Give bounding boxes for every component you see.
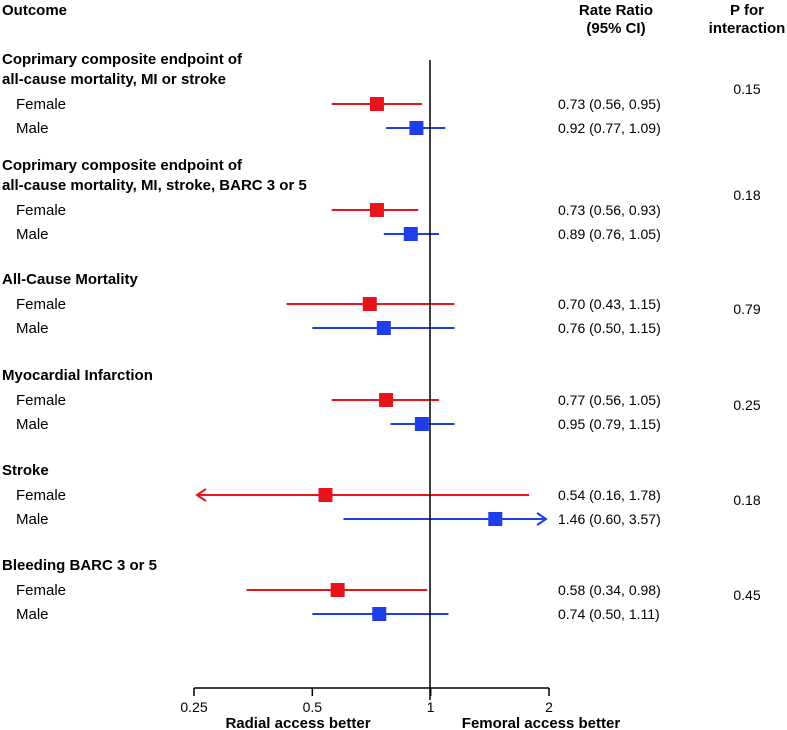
rate-ratio-header: Rate Ratio xyxy=(579,2,653,19)
point-estimate-female xyxy=(369,97,384,111)
ci-text-female: 0.77 (0.56, 1.05) xyxy=(558,392,661,408)
x-tick-label: 2 xyxy=(545,699,553,715)
outcome-header: Outcome xyxy=(2,2,67,19)
p-interaction-header: P for xyxy=(730,2,764,19)
x-axis-ticks: 0.25 0.5 1 2 xyxy=(180,688,553,715)
x-tick-label: 1 xyxy=(427,699,435,715)
group-title: Coprimary composite endpoint of xyxy=(2,51,243,68)
group-title: Myocardial Infarction xyxy=(2,367,153,384)
rate-ratio-ci-header: (95% CI) xyxy=(586,20,645,37)
group-title: all-cause mortality, MI or stroke xyxy=(2,71,226,88)
p-interaction-value: 0.45 xyxy=(733,587,760,603)
group-title: Bleeding BARC 3 or 5 xyxy=(2,557,157,574)
p-interaction-header-line2: interaction xyxy=(709,20,786,37)
row-label-female: Female xyxy=(16,96,66,113)
x-label-left: Radial access better xyxy=(225,715,370,730)
point-estimate-female xyxy=(318,488,333,502)
group-title: all-cause mortality, MI, stroke, BARC 3 … xyxy=(2,177,307,194)
outcome-group: Bleeding BARC 3 or 5 0.45 Female 0.58 (0.34… xyxy=(2,557,761,623)
ci-arrow-left xyxy=(195,488,207,502)
point-estimate-female xyxy=(330,583,345,597)
ci-text-female: 0.54 (0.16, 1.78) xyxy=(558,487,661,503)
p-interaction-value: 0.18 xyxy=(733,492,760,508)
row-label-female: Female xyxy=(16,392,66,409)
row-label-male: Male xyxy=(16,606,49,623)
row-label-female: Female xyxy=(16,582,66,599)
point-estimate-male xyxy=(414,417,429,431)
point-estimate-female xyxy=(379,393,394,407)
ci-text-female: 0.73 (0.56, 0.93) xyxy=(558,202,661,218)
p-interaction-value: 0.79 xyxy=(733,301,760,317)
point-estimate-female xyxy=(362,297,377,311)
point-estimate-female xyxy=(369,203,384,217)
row-label-male: Male xyxy=(16,120,49,137)
group-title: Stroke xyxy=(2,462,49,479)
row-label-male: Male xyxy=(16,226,49,243)
ci-text-female: 0.58 (0.34, 0.98) xyxy=(558,582,661,598)
ci-text-male: 0.74 (0.50, 1.11) xyxy=(558,606,660,622)
ci-text-male: 0.89 (0.76, 1.05) xyxy=(558,226,661,242)
point-estimate-male xyxy=(409,121,424,135)
row-label-male: Male xyxy=(16,416,49,433)
point-estimate-male xyxy=(488,512,503,526)
outcome-group: Stroke 0.18 Female 0.54 (0.16, 1.78) Male 1.4… xyxy=(2,462,761,528)
x-label-right: Femoral access better xyxy=(462,715,621,730)
ci-text-male: 0.92 (0.77, 1.09) xyxy=(558,120,661,136)
ci-text-female: 0.73 (0.56, 0.95) xyxy=(558,96,661,112)
ci-text-male: 0.76 (0.50, 1.15) xyxy=(558,320,661,336)
row-label-female: Female xyxy=(16,202,66,219)
row-label-male: Male xyxy=(16,511,49,528)
group-title: All-Cause Mortality xyxy=(2,271,139,288)
outcome-group: Coprimary composite endpoint of all-cause… xyxy=(2,157,761,243)
point-estimate-male xyxy=(376,321,391,335)
row-label-male: Male xyxy=(16,320,49,337)
outcome-group: Myocardial Infarction 0.25 Female 0.77 (0.5… xyxy=(2,367,761,433)
outcome-group: All-Cause Mortality 0.79 Female 0.70 (0.43,… xyxy=(2,271,761,337)
ci-text-female: 0.70 (0.43, 1.15) xyxy=(558,296,661,312)
row-label-female: Female xyxy=(16,487,66,504)
p-interaction-value: 0.18 xyxy=(733,187,760,203)
outcome-group: Coprimary composite endpoint of all-cause… xyxy=(2,51,761,137)
p-interaction-value: 0.25 xyxy=(733,397,760,413)
point-estimate-male xyxy=(403,227,418,241)
ci-text-male: 0.95 (0.79, 1.15) xyxy=(558,416,661,432)
forest-rows: Coprimary composite endpoint of all-cause… xyxy=(2,51,761,623)
row-label-female: Female xyxy=(16,296,66,313)
ci-arrow-right xyxy=(536,512,548,526)
x-tick-label: 0.5 xyxy=(303,699,323,715)
ci-text-male: 1.46 (0.60, 3.57) xyxy=(558,511,661,527)
group-title: Coprimary composite endpoint of xyxy=(2,157,243,174)
point-estimate-male xyxy=(372,607,387,621)
p-interaction-value: 0.15 xyxy=(733,81,760,97)
x-tick-label: 0.25 xyxy=(180,699,207,715)
